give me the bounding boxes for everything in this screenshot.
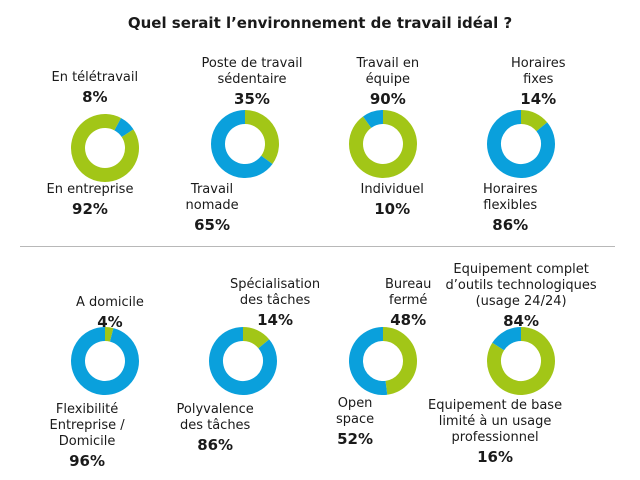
bottom-label-1: En entreprise 92%	[47, 182, 134, 218]
slice-top-4	[520, 110, 548, 132]
top-label-text: sédentaire	[217, 72, 287, 87]
slice-bottom-8	[492, 327, 522, 351]
top-percent: 48%	[390, 311, 427, 329]
bottom-label-7: Open space 52%	[336, 396, 374, 448]
top-label-1: En télétravail 8%	[52, 70, 139, 106]
top-percent: 14%	[257, 311, 293, 329]
bottom-percent: 16%	[477, 448, 513, 466]
bottom-label-text: professionnel	[451, 430, 539, 445]
bottom-label-text: Open	[337, 396, 373, 411]
slice-bottom-4	[487, 110, 555, 178]
top-label-text: Travail en	[356, 56, 420, 71]
top-label-4: Horaires fixes 14%	[511, 56, 565, 108]
top-label-text: Spécialisation	[230, 277, 321, 292]
bottom-label-text: des tâches	[179, 418, 251, 433]
bottom-label-text: Travail	[190, 182, 234, 197]
bottom-label-text: Flexibilité	[55, 402, 119, 417]
top-label-6: Spécialisation des tâches 14%	[230, 277, 320, 329]
top-label-5: A domicile 4%	[76, 295, 144, 331]
slice-top-5	[104, 327, 114, 342]
donut-chart-3	[349, 110, 417, 178]
bottom-label-text: Entreprise /	[49, 418, 125, 433]
bottom-percent: 52%	[337, 430, 374, 448]
slice-bottom-2	[211, 110, 273, 178]
bottom-label-text: Domicile	[58, 434, 116, 449]
bottom-label-text: space	[336, 412, 375, 427]
bottom-label-text: flexibles	[483, 198, 538, 213]
bottom-percent: 65%	[194, 216, 230, 234]
top-label-text: Equipement complet	[453, 262, 589, 277]
bottom-percent: 92%	[72, 200, 108, 218]
top-percent: 14%	[520, 90, 557, 108]
bottom-label-8: Equipement de base limité à un usage profe…	[428, 398, 562, 466]
bottom-label-2: Travail nomade 65%	[186, 182, 239, 234]
bottom-label-5: Flexibilité Entreprise / Domicile 96%	[50, 402, 125, 470]
bottom-percent: 86%	[492, 216, 529, 234]
bottom-label-text: limité à un usage	[438, 414, 552, 429]
top-label-text: (usage 24/24)	[475, 294, 567, 309]
chart-title: Quel serait l’environnement de travail i…	[127, 14, 513, 32]
top-label-text: d’outils technologiques	[445, 278, 597, 293]
bottom-percent: 10%	[374, 200, 411, 218]
top-label-text: équipe	[365, 72, 410, 87]
bottom-label-text: Horaires	[483, 182, 538, 197]
top-label-text: Bureau	[385, 277, 432, 292]
donut-chart-1	[71, 114, 139, 182]
row-divider	[20, 246, 615, 247]
top-label-2: Poste de travail sédentaire 35%	[202, 56, 303, 108]
bottom-label-3: Individuel 10%	[361, 182, 424, 218]
bottom-label-6: Polyvalence des tâches 86%	[177, 402, 254, 454]
slice-top-7	[382, 327, 417, 395]
top-percent: 84%	[503, 312, 540, 330]
top-percent: 4%	[97, 313, 123, 331]
slice-top-6	[242, 327, 270, 349]
bottom-percent: 86%	[197, 436, 234, 454]
top-percent: 8%	[82, 88, 108, 106]
bottom-percent: 96%	[69, 452, 105, 470]
slice-bottom-6	[209, 327, 277, 395]
bottom-label-text: Individuel	[360, 182, 424, 197]
donut-chart-5	[71, 327, 139, 395]
top-label-text: fermé	[389, 293, 428, 308]
donut-chart-2	[211, 110, 279, 178]
top-label-7: Bureau fermé 48%	[385, 277, 431, 329]
bottom-label-text: Polyvalence	[176, 402, 254, 417]
bottom-label-text: En entreprise	[46, 182, 134, 197]
top-label-text: fixes	[523, 72, 554, 87]
top-percent: 35%	[234, 90, 270, 108]
slice-bottom-1	[71, 114, 139, 182]
bottom-label-4: Horaires flexibles 86%	[483, 182, 537, 234]
bottom-label-text: Equipement de base	[428, 398, 563, 413]
slice-bottom-5	[71, 327, 139, 395]
top-label-8: Equipement complet d’outils technologique…	[446, 262, 597, 330]
top-percent: 90%	[369, 90, 406, 108]
slice-top-2	[244, 110, 279, 164]
top-label-text: En télétravail	[51, 70, 139, 85]
donut-chart-7	[349, 327, 417, 395]
donut-chart-8	[487, 327, 555, 395]
slice-top-8	[487, 327, 555, 395]
slice-bottom-7	[349, 327, 388, 395]
slice-top-1	[114, 117, 134, 138]
slice-top-3	[349, 110, 417, 178]
donut-chart-4	[487, 110, 555, 178]
top-label-text: A domicile	[76, 295, 144, 310]
top-label-text: des tâches	[239, 293, 311, 308]
slice-bottom-3	[363, 110, 384, 129]
bottom-label-text: nomade	[185, 198, 239, 213]
donut-chart-6	[209, 327, 277, 395]
top-label-text: Horaires	[511, 56, 566, 71]
top-label-3: Travail en équipe 90%	[357, 56, 420, 108]
top-label-text: Poste de travail	[201, 56, 303, 71]
